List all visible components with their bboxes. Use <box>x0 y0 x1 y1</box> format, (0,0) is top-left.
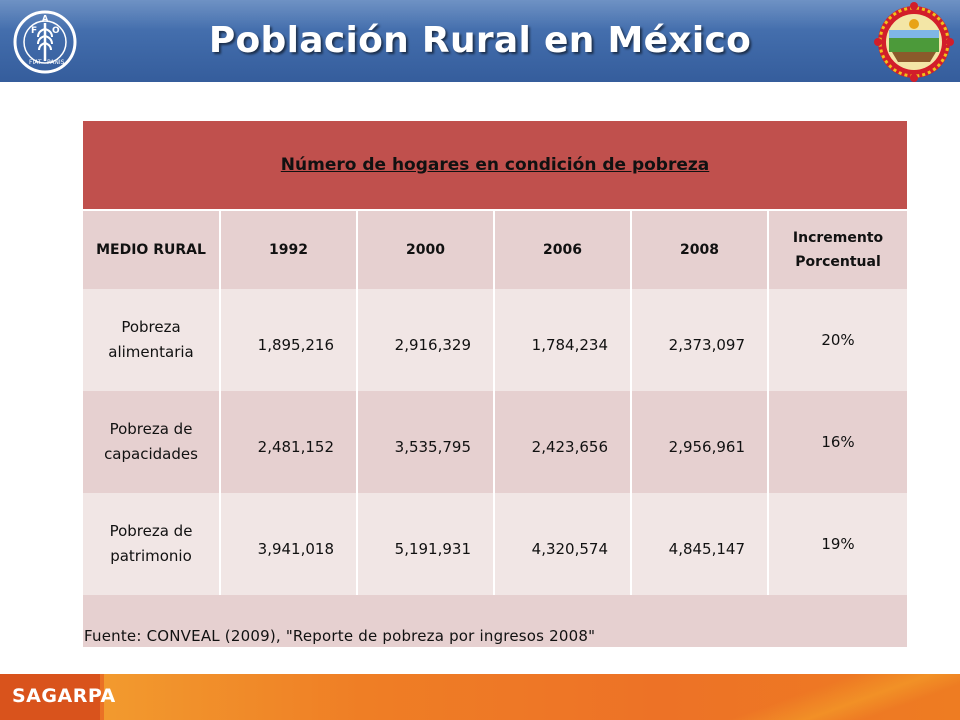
row-label-line2: alimentaria <box>108 343 194 361</box>
column-header-2006: 2006 <box>494 210 632 289</box>
value-cell: 2,916,329 <box>357 289 495 391</box>
row-label-line2: patrimonio <box>110 547 192 565</box>
table-caption: Número de hogares en condición de pobrez… <box>280 155 710 175</box>
header-shine <box>0 0 960 30</box>
column-header-medio-rural: MEDIO RURAL <box>83 210 221 289</box>
page-title: Población Rural en México <box>208 20 752 61</box>
value-cell: 4,320,574 <box>494 493 632 595</box>
value-cell: 2,423,656 <box>494 391 632 493</box>
table-row: Pobreza de patrimonio 3,941,018 5,191,93… <box>83 493 908 595</box>
source-cell: Fuente: CONVEAL (2009), "Reporte de pobr… <box>83 595 908 647</box>
value-cell: 2,481,152 <box>220 391 358 493</box>
column-header-2008: 2008 <box>631 210 769 289</box>
table-caption-cell: Número de hogares en condición de pobrez… <box>83 121 908 211</box>
increment-cell: 20% <box>768 289 908 391</box>
row-label-line1: Pobreza de <box>109 420 193 438</box>
value-cell: 1,895,216 <box>220 289 358 391</box>
value-cell: 3,941,018 <box>220 493 358 595</box>
source-row: Fuente: CONVEAL (2009), "Reporte de pobr… <box>83 595 908 647</box>
increment-cell: 19% <box>768 493 908 595</box>
column-header-row: MEDIO RURAL 1992 2000 2006 2008 Incremen… <box>83 210 908 289</box>
poverty-table: Número de hogares en condición de pobrez… <box>83 121 908 647</box>
row-label-line1: Pobreza de <box>109 522 193 540</box>
svg-text:A: A <box>42 14 49 23</box>
column-header-2000: 2000 <box>357 210 495 289</box>
row-label: Pobreza alimentaria <box>83 289 221 391</box>
svg-text:FIAT: FIAT <box>29 59 42 66</box>
source-note: Fuente: CONVEAL (2009), "Reporte de pobr… <box>84 627 596 645</box>
value-cell: 2,373,097 <box>631 289 769 391</box>
increment-cell: 16% <box>768 391 908 493</box>
table-row: Pobreza alimentaria 1,895,216 2,916,329 … <box>83 289 908 391</box>
value-cell: 4,845,147 <box>631 493 769 595</box>
footer-brand-block <box>0 674 100 720</box>
value-cell: 5,191,931 <box>357 493 495 595</box>
svg-text:O: O <box>52 26 60 36</box>
fao-logo: F O A FIAT PANIS <box>13 10 77 74</box>
row-label-line1: Pobreza <box>121 318 181 336</box>
value-cell: 2,956,961 <box>631 391 769 493</box>
row-label: Pobreza de capacidades <box>83 391 221 493</box>
row-label-line2: capacidades <box>104 445 198 463</box>
sagarpa-logo: SAGARPA <box>12 685 116 707</box>
value-cell: 3,535,795 <box>357 391 495 493</box>
footer-band: SAGARPA <box>0 674 960 720</box>
svg-text:F: F <box>31 26 37 36</box>
column-header-incremento: Incremento Porcentual <box>768 210 908 289</box>
footer-accent <box>700 674 960 720</box>
state-seal-logo <box>874 2 954 82</box>
column-header-1992: 1992 <box>220 210 358 289</box>
value-cell: 1,784,234 <box>494 289 632 391</box>
table-row: Pobreza de capacidades 2,481,152 3,535,7… <box>83 391 908 493</box>
row-label: Pobreza de patrimonio <box>83 493 221 595</box>
header-band: F O A FIAT PANIS Población Rural en Méxi… <box>0 0 960 82</box>
svg-text:PANIS: PANIS <box>47 59 65 66</box>
